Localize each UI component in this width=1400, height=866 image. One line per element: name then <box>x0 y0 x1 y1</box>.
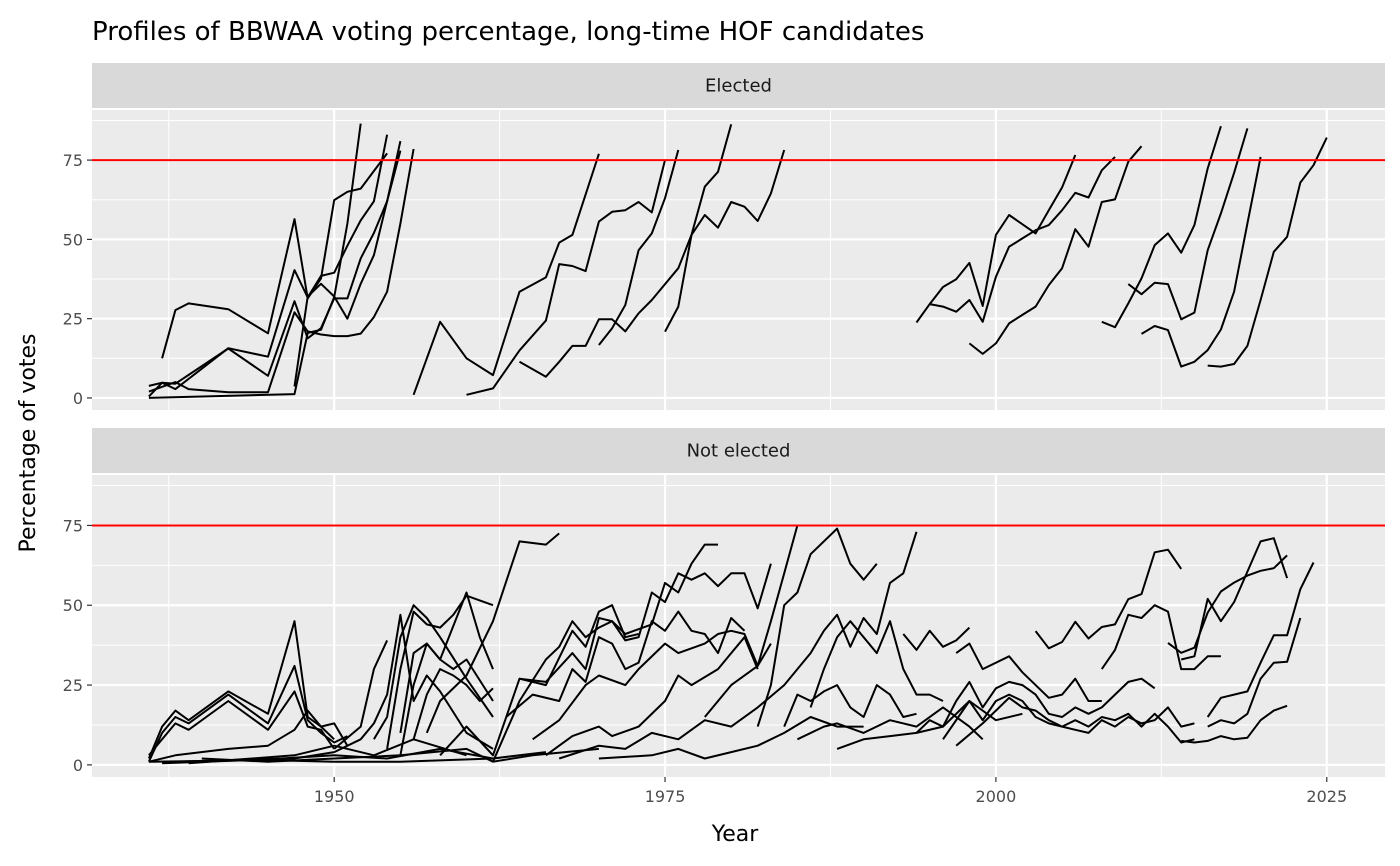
candidate-line <box>373 604 494 740</box>
y-tick-label: 75 <box>63 516 83 535</box>
facet-strip <box>92 428 1385 473</box>
candidate-line <box>1100 604 1221 671</box>
candidate-line <box>942 693 1195 744</box>
chart-title: Profiles of BBWAA voting percentage, lon… <box>92 17 924 47</box>
candidate-line <box>1167 554 1288 654</box>
candidate-line <box>148 709 349 763</box>
candidate-line <box>519 543 718 683</box>
x-tick-label: 2025 <box>1306 787 1347 806</box>
y-tick-label: 0 <box>73 756 83 775</box>
y-tick-label: 50 <box>63 230 83 249</box>
candidate-line <box>836 700 1023 750</box>
candidate-line <box>968 145 1143 355</box>
candidate-line <box>1207 617 1302 728</box>
candidate-line <box>915 154 1077 324</box>
y-tick-label: 25 <box>63 676 83 695</box>
candidate-line <box>1034 548 1183 650</box>
candidate-line <box>293 150 402 387</box>
facet-panel-0: Elected 0 25 50 75 <box>63 63 1385 410</box>
facet-strip-label: Not elected <box>687 441 791 462</box>
candidate-line <box>147 620 335 759</box>
candidate-line <box>545 636 759 757</box>
candidate-line <box>148 123 362 399</box>
candidate-line <box>598 716 864 760</box>
y-tick-label: 50 <box>63 596 83 615</box>
y-tick-label: 0 <box>73 389 83 408</box>
candidate-line <box>955 696 1195 747</box>
facet-strip <box>92 63 1385 108</box>
candidate-line <box>161 152 388 359</box>
candidate-line <box>902 626 971 651</box>
candidate-line <box>1180 537 1289 661</box>
candidate-line <box>1140 156 1262 368</box>
x-tick-label: 2000 <box>976 787 1017 806</box>
candidate-line <box>412 668 494 740</box>
candidate-line <box>704 525 799 718</box>
candidate-line <box>175 747 547 763</box>
candidate-line <box>558 668 799 760</box>
candidate-line <box>188 738 467 765</box>
candidate-line <box>333 639 389 750</box>
facet-panel-1: Not elected 0 25 50 75 <box>63 428 1385 777</box>
candidate-line <box>1101 125 1222 329</box>
candidate-line <box>1181 704 1288 744</box>
y-tick-label: 75 <box>63 151 83 170</box>
candidate-line <box>399 642 494 756</box>
candidate-line <box>809 620 944 708</box>
candidate-line <box>519 149 786 378</box>
candidate-line <box>929 156 1116 323</box>
y-tick-label: 25 <box>63 310 83 329</box>
candidate-line <box>162 613 494 765</box>
candidate-line <box>1207 137 1328 368</box>
candidate-line <box>439 604 639 757</box>
candidate-line <box>664 124 733 333</box>
candidate-line <box>1206 562 1315 718</box>
facet-strip-label: Elected <box>705 76 772 97</box>
candidate-line <box>915 677 1156 734</box>
candidate-line <box>783 684 917 727</box>
candidate-line <box>756 527 878 727</box>
candidate-line <box>148 148 415 394</box>
plot-area: Elected 0 25 50 75 Not elected 0 25 50 75 1950 1975… <box>63 63 1385 806</box>
candidate-line <box>412 153 600 396</box>
candidate-line <box>532 629 772 741</box>
candidate-line <box>796 531 918 670</box>
x-axis-title: Year <box>711 822 760 847</box>
candidate-line <box>955 642 1102 702</box>
candidate-line <box>466 159 666 396</box>
candidate-line <box>148 690 336 756</box>
y-axis-title: Percentage of votes <box>16 333 41 552</box>
candidate-line <box>796 706 984 741</box>
x-tick-label: 1950 <box>314 787 355 806</box>
x-tick-label: 1975 <box>645 787 686 806</box>
candidate-line <box>492 563 772 763</box>
candidate-line <box>598 149 680 346</box>
candidate-line <box>425 532 560 734</box>
candidate-line <box>1127 128 1249 321</box>
